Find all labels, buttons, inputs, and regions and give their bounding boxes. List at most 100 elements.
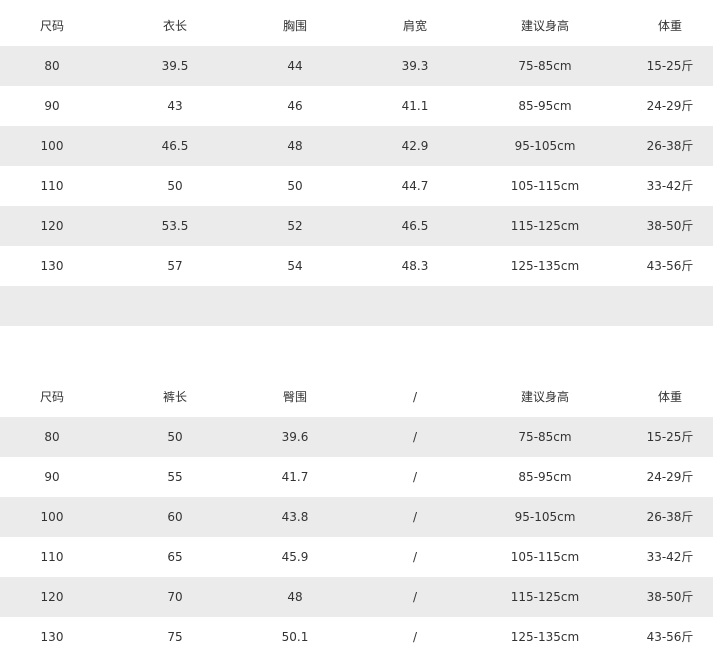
header-cell: 肩宽 <box>402 19 427 33</box>
data-row: 110 50 50 44.7 105-115cm 33-42斤 <box>0 166 713 206</box>
data-cell: 39.6 <box>281 430 309 444</box>
data-cell: 57 <box>167 259 183 273</box>
data-row: 130 75 50.1 / 125-135cm 43-56斤 <box>0 617 713 655</box>
data-cell: 52 <box>287 219 303 233</box>
data-cell: 95-105cm <box>514 139 576 153</box>
data-cell: 44.7 <box>401 179 429 193</box>
header-cell: 裤长 <box>162 390 187 404</box>
data-cell: 65 <box>167 550 183 564</box>
data-cell: 46 <box>287 99 303 113</box>
data-cell: 24-29斤 <box>646 99 694 113</box>
data-cell: / <box>412 430 418 444</box>
data-cell: 46.5 <box>401 219 429 233</box>
data-cell: 75-85cm <box>518 430 572 444</box>
data-cell: 39.3 <box>401 59 429 73</box>
data-cell: 75-85cm <box>518 59 572 73</box>
header-row: 尺码 衣长 胸围 肩宽 建议身高 体重 <box>0 6 713 46</box>
data-row: 120 53.5 52 46.5 115-125cm 38-50斤 <box>0 206 713 246</box>
data-cell: 43-56斤 <box>646 630 694 644</box>
data-cell: / <box>412 510 418 524</box>
data-cell: 120 <box>40 219 64 233</box>
data-cell: 100 <box>40 510 64 524</box>
data-cell: 42.9 <box>401 139 429 153</box>
data-cell: 110 <box>40 550 64 564</box>
header-cell: 体重 <box>657 19 682 33</box>
data-cell: 43-56斤 <box>646 259 694 273</box>
header-cell: 建议身高 <box>520 19 569 33</box>
data-cell: 48 <box>287 139 303 153</box>
header-cell: 尺码 <box>39 19 64 33</box>
data-cell: 38-50斤 <box>646 590 694 604</box>
data-row: 110 65 45.9 / 105-115cm 33-42斤 <box>0 537 713 577</box>
data-cell: 130 <box>40 630 64 644</box>
data-cell: 80 <box>44 430 60 444</box>
data-cell: 90 <box>44 99 60 113</box>
data-cell: 41.7 <box>281 470 309 484</box>
header-cell: 臀围 <box>282 390 307 404</box>
data-cell: / <box>412 590 418 604</box>
data-row: 120 70 48 / 115-125cm 38-50斤 <box>0 577 713 617</box>
data-cell: 80 <box>44 59 60 73</box>
data-cell: 85-95cm <box>518 99 572 113</box>
data-cell: 54 <box>287 259 303 273</box>
data-row: 90 43 46 41.1 85-95cm 24-29斤 <box>0 86 713 126</box>
header-cell: 胸围 <box>282 19 307 33</box>
data-row: 80 50 39.6 / 75-85cm 15-25斤 <box>0 417 713 457</box>
data-cell: 15-25斤 <box>646 59 694 73</box>
data-cell: 15-25斤 <box>646 430 694 444</box>
empty-row <box>0 286 713 326</box>
data-cell: 115-125cm <box>510 590 580 604</box>
data-cell: / <box>412 550 418 564</box>
data-row: 80 39.5 44 39.3 75-85cm 15-25斤 <box>0 46 713 86</box>
data-cell: 105-115cm <box>510 550 580 564</box>
data-cell: 26-38斤 <box>646 139 694 153</box>
header-cell: 体重 <box>657 390 682 404</box>
data-cell: 85-95cm <box>518 470 572 484</box>
header-cell: 建议身高 <box>520 390 569 404</box>
data-cell: 60 <box>167 510 183 524</box>
data-cell: 75 <box>167 630 183 644</box>
data-cell: / <box>412 630 418 644</box>
data-cell: 39.5 <box>161 59 189 73</box>
data-cell: 105-115cm <box>510 179 580 193</box>
data-cell: 125-135cm <box>510 259 580 273</box>
data-cell: 33-42斤 <box>646 550 694 564</box>
data-cell: 100 <box>40 139 64 153</box>
data-cell: 95-105cm <box>514 510 576 524</box>
data-cell: 53.5 <box>161 219 189 233</box>
data-cell: 44 <box>287 59 303 73</box>
data-cell: 90 <box>44 470 60 484</box>
data-cell: 50 <box>287 179 303 193</box>
data-cell: 48 <box>287 590 303 604</box>
data-cell: 41.1 <box>401 99 429 113</box>
data-cell: 46.5 <box>161 139 189 153</box>
data-row: 100 46.5 48 42.9 95-105cm 26-38斤 <box>0 126 713 166</box>
header-cell: 衣长 <box>162 19 187 33</box>
data-cell: 120 <box>40 590 64 604</box>
data-row: 100 60 43.8 / 95-105cm 26-38斤 <box>0 497 713 537</box>
header-cell: 尺码 <box>39 390 64 404</box>
data-cell: 38-50斤 <box>646 219 694 233</box>
data-cell: 43 <box>167 99 183 113</box>
data-cell: 48.3 <box>401 259 429 273</box>
data-row: 90 55 41.7 / 85-95cm 24-29斤 <box>0 457 713 497</box>
data-cell: 50 <box>167 430 183 444</box>
data-cell: 24-29斤 <box>646 470 694 484</box>
data-cell: 26-38斤 <box>646 510 694 524</box>
data-cell: 33-42斤 <box>646 179 694 193</box>
data-cell: 130 <box>40 259 64 273</box>
header-row: 尺码 裤长 臀围 / 建议身高 体重 <box>0 377 713 417</box>
data-cell: 115-125cm <box>510 219 580 233</box>
data-cell: 45.9 <box>281 550 309 564</box>
data-cell: 50.1 <box>281 630 309 644</box>
data-cell: 125-135cm <box>510 630 580 644</box>
data-cell: 70 <box>167 590 183 604</box>
data-cell: 110 <box>40 179 64 193</box>
header-cell: / <box>412 390 418 404</box>
data-cell: 43.8 <box>281 510 309 524</box>
data-cell: / <box>412 470 418 484</box>
data-cell: 50 <box>167 179 183 193</box>
data-cell: 55 <box>167 470 183 484</box>
data-row: 130 57 54 48.3 125-135cm 43-56斤 <box>0 246 713 286</box>
